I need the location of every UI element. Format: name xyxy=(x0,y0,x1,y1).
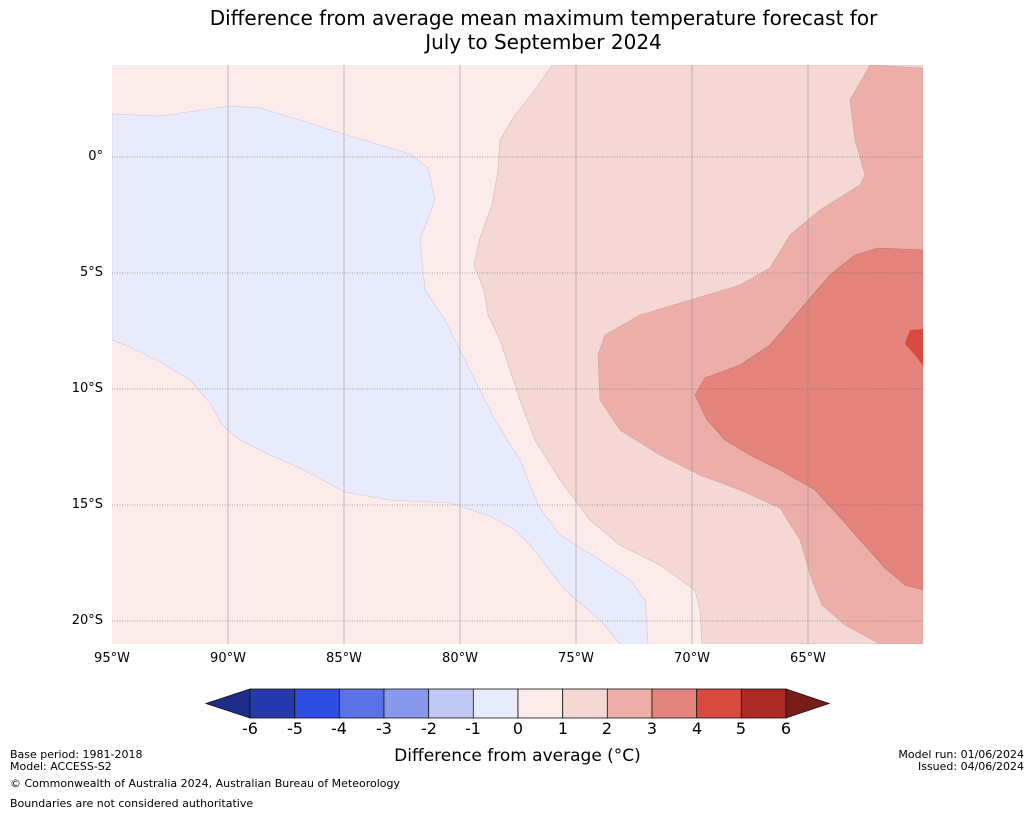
model-text: Model: ACCESS-S2 xyxy=(10,760,112,773)
colorbar-high-extend xyxy=(785,688,831,719)
region-3-4 xyxy=(694,247,923,591)
colorbar-seg-m2-m1 xyxy=(428,688,474,719)
colorbar-low-extend xyxy=(204,688,251,719)
lat-label-5s: 5°S xyxy=(79,265,103,280)
colorbar xyxy=(204,688,831,719)
colorbar-seg-5-6 xyxy=(740,688,787,719)
lon-label-70w: 70°W xyxy=(674,651,710,666)
colorbar-seg-1-2 xyxy=(562,688,608,719)
base-period-text: Base period: 1981-2018 xyxy=(10,748,143,761)
map-title: Difference from average mean maximum tem… xyxy=(0,6,1035,54)
colorbar-label: Difference from average (°C) xyxy=(394,746,641,766)
anomaly-contours xyxy=(112,65,923,644)
title-line-2: July to September 2024 xyxy=(425,30,662,54)
copyright-text: © Commonwealth of Australia 2024, Austra… xyxy=(10,777,400,790)
colorbar-seg-3-4 xyxy=(651,688,698,719)
lon-label-90w: 90°W xyxy=(210,651,246,666)
lon-label-65w: 65°W xyxy=(790,651,826,666)
colorbar-tick: 4 xyxy=(691,719,703,738)
colorbar-seg-2-3 xyxy=(606,688,653,719)
lat-label-20s: 20°S xyxy=(71,613,103,628)
colorbar-seg-m5-m4 xyxy=(294,688,340,719)
colorbar-seg-m3-m2 xyxy=(383,688,430,719)
colorbar-tick: 5 xyxy=(735,719,747,738)
colorbar-tick: -4 xyxy=(331,719,347,738)
graticule xyxy=(112,156,923,622)
region-minus1-0 xyxy=(112,105,649,644)
colorbar-tick: 3 xyxy=(646,719,658,738)
colorbar-tick: -3 xyxy=(376,719,392,738)
lon-label-80w: 80°W xyxy=(442,651,478,666)
colorbar-tick: 6 xyxy=(780,719,792,738)
colorbar-tick: 1 xyxy=(557,719,569,738)
colorbar-seg-m6-m5 xyxy=(249,688,296,719)
colorbar-tick: -6 xyxy=(242,719,258,738)
colorbar-seg-0-1 xyxy=(517,688,564,719)
colorbar-tick: 0 xyxy=(512,719,524,738)
colorbar-tick: 2 xyxy=(601,719,613,738)
colorbar-tick: -2 xyxy=(421,719,437,738)
lon-label-85w: 85°W xyxy=(326,651,362,666)
lat-label-10s: 10°S xyxy=(71,381,103,396)
title-line-1: Difference from average mean maximum tem… xyxy=(209,6,878,30)
issued-text: Issued: 04/06/2024 xyxy=(917,760,1024,773)
colorbar-seg-m1-0 xyxy=(472,688,519,719)
lat-label-0: 0° xyxy=(88,149,103,164)
graticule-meridians xyxy=(227,65,809,644)
lat-label-15s: 15°S xyxy=(71,497,103,512)
lon-label-95w: 95°W xyxy=(94,651,130,666)
colorbar-seg-4-5 xyxy=(696,688,742,719)
colorbar-seg-m4-m3 xyxy=(338,688,385,719)
region-4-5 xyxy=(905,329,923,366)
colorbar-tick: -5 xyxy=(287,719,303,738)
model-run-text: Model run: 01/06/2024 xyxy=(898,748,1024,761)
colorbar-tick: -1 xyxy=(465,719,481,738)
lon-label-75w: 75°W xyxy=(558,651,594,666)
boundaries-disclaimer: Boundaries are not considered authoritat… xyxy=(10,797,254,810)
